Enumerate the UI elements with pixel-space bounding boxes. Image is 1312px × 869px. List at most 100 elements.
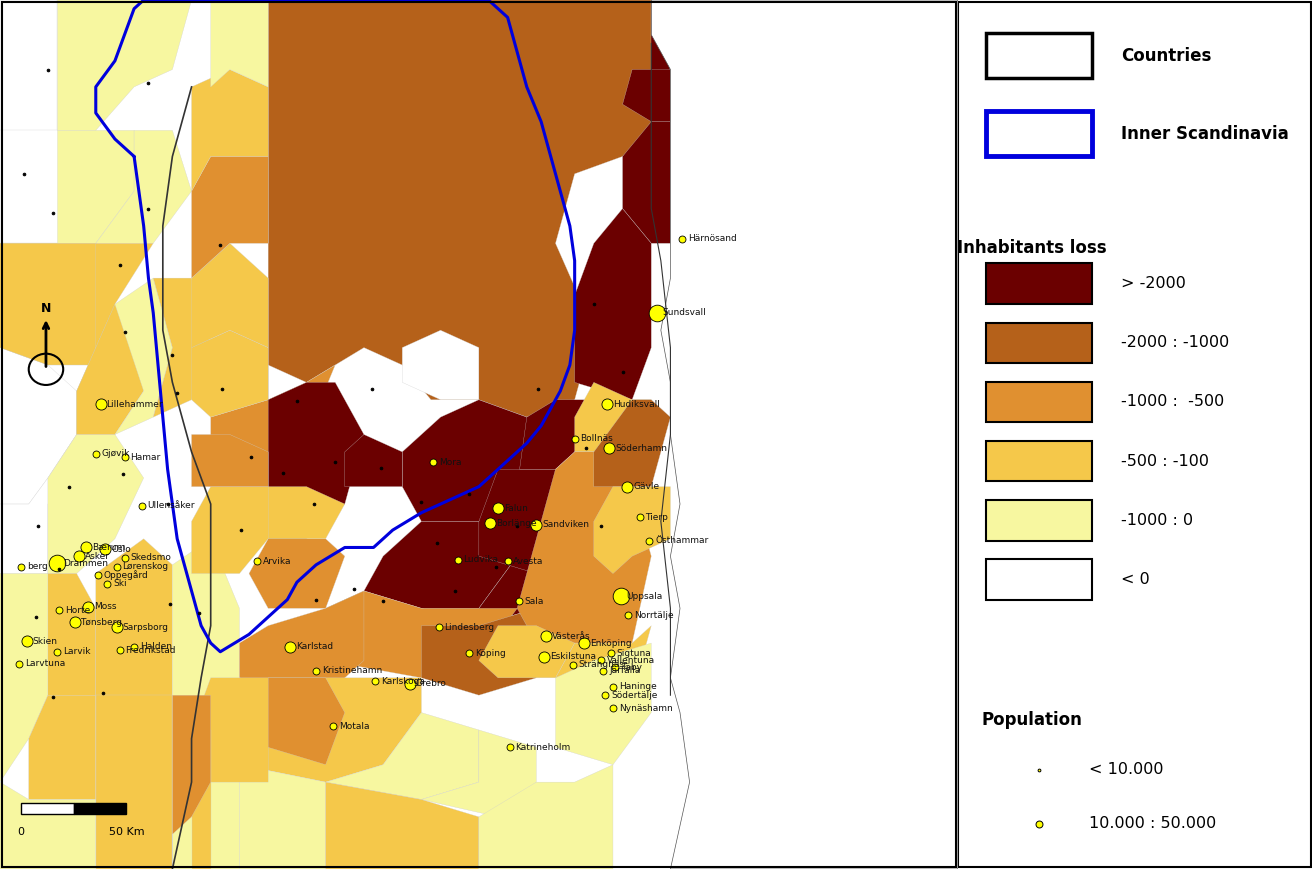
Polygon shape [192,434,268,487]
Text: Enköping: Enköping [590,639,631,647]
Text: Ludvika: Ludvika [463,555,499,564]
Polygon shape [249,539,345,608]
Polygon shape [403,400,527,521]
Polygon shape [594,487,670,574]
Polygon shape [421,556,555,626]
Polygon shape [517,452,651,643]
Polygon shape [268,0,670,417]
Text: Borlänge: Borlänge [496,519,537,527]
Text: Ski: Ski [113,580,127,588]
Text: Asker: Asker [85,552,110,561]
Text: Östhammar: Östhammar [655,536,708,545]
Text: Uppsala: Uppsala [626,592,663,600]
Text: Tierp: Tierp [646,513,668,521]
Polygon shape [0,0,96,243]
Polygon shape [0,782,96,869]
Polygon shape [58,130,134,243]
Bar [987,441,1093,481]
Text: Sandviken: Sandviken [542,521,589,529]
Polygon shape [192,678,268,782]
Text: Bollnäs: Bollnäs [580,434,613,443]
Bar [987,500,1093,541]
Polygon shape [651,0,958,869]
Polygon shape [268,382,363,539]
Polygon shape [479,469,594,574]
Polygon shape [421,730,537,817]
Text: Ullensåker: Ullensåker [147,501,195,510]
Polygon shape [192,487,268,574]
Polygon shape [249,487,345,539]
Polygon shape [211,365,335,469]
Text: Halden: Halden [140,642,172,651]
Text: -1000 :  -500: -1000 : -500 [1120,395,1224,409]
Polygon shape [479,765,613,869]
Text: Täby: Täby [621,663,642,672]
Bar [987,322,1093,363]
Text: Kristinehamn: Kristinehamn [321,667,382,675]
Text: Drammen: Drammen [63,559,108,567]
Text: Inner Scandinavia: Inner Scandinavia [1120,125,1288,143]
Text: Skien: Skien [33,637,58,646]
Text: Motala: Motala [338,722,370,731]
Text: Köping: Köping [475,649,506,658]
Text: Oslo: Oslo [112,545,131,554]
Text: < 10.000: < 10.000 [1089,762,1164,778]
Text: Sundsvall: Sundsvall [663,308,707,317]
Polygon shape [192,330,268,417]
Polygon shape [96,539,172,695]
Polygon shape [622,70,670,122]
Text: Larvik: Larvik [63,647,91,656]
Polygon shape [115,278,172,434]
Polygon shape [0,574,49,782]
Polygon shape [192,156,268,278]
Text: 10.000 : 50.000: 10.000 : 50.000 [1089,816,1216,832]
Text: Sigtuna: Sigtuna [617,649,652,658]
Polygon shape [192,70,268,191]
Text: Countries: Countries [1120,47,1211,64]
Polygon shape [479,626,575,678]
Text: Vallentuna: Vallentuna [607,656,656,665]
Polygon shape [575,209,651,400]
Text: Strängnäs: Strängnäs [579,660,625,669]
Text: Södertälje: Södertälje [611,691,657,700]
Text: Västerås: Västerås [551,632,590,640]
Text: N: N [41,302,51,315]
Polygon shape [172,539,239,869]
Text: Fredrikstad: Fredrikstad [126,646,176,654]
Polygon shape [325,713,479,799]
Polygon shape [555,643,651,765]
Polygon shape [76,304,154,434]
Text: -500 : -100: -500 : -100 [1120,454,1208,468]
Polygon shape [0,434,76,574]
Text: -2000 : -1000: -2000 : -1000 [1120,335,1229,350]
Text: 0: 0 [17,827,25,838]
Polygon shape [239,591,363,695]
Polygon shape [651,0,670,122]
Text: Örebro: Örebro [416,680,446,688]
Text: Falun: Falun [504,504,527,513]
Text: Skedsmo: Skedsmo [130,554,171,562]
Text: Moss: Moss [94,602,117,611]
Polygon shape [76,243,154,434]
Polygon shape [239,678,421,782]
Text: Haninge: Haninge [619,682,656,691]
Text: Katrineholm: Katrineholm [516,743,571,752]
Text: Larvtuna: Larvtuna [25,660,66,668]
Polygon shape [325,782,479,869]
Text: Norrtälje: Norrtälje [634,611,673,620]
Text: Avesta: Avesta [513,557,543,566]
Polygon shape [499,400,594,469]
Bar [21,803,73,814]
Text: Sarpsborg: Sarpsborg [122,623,169,632]
Text: Nynäshamn: Nynäshamn [619,704,673,713]
Text: Gjøvik: Gjøvik [101,449,130,458]
Text: Lillehammer: Lillehammer [106,400,163,408]
Text: Tønsberg: Tønsberg [80,618,122,627]
Text: 50 Km: 50 Km [109,827,144,838]
Text: Bærum: Bærum [92,543,125,552]
Bar [73,803,126,814]
Text: Härnösand: Härnösand [687,235,736,243]
Bar [987,263,1093,304]
Polygon shape [96,695,172,869]
Polygon shape [29,695,96,799]
